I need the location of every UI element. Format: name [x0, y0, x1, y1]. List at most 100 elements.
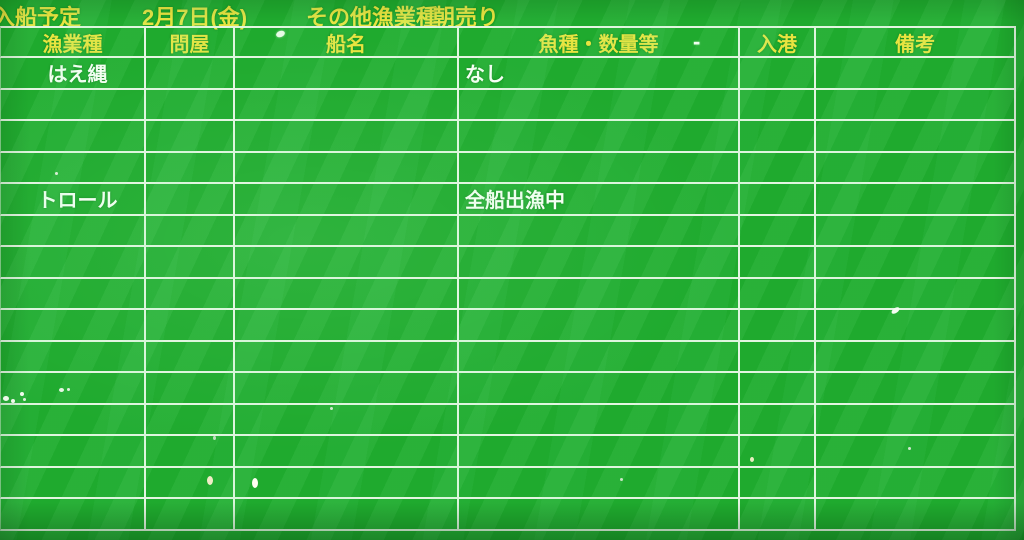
table-cell: [740, 499, 816, 531]
table-cell: [740, 436, 816, 468]
table-cell: [740, 310, 816, 342]
table-cell: [235, 499, 459, 531]
table-cell: はえ縄: [0, 58, 146, 90]
schedule-table: 漁業種 問屋 船名 魚種・数量等 入港 備考 はえ縄 なしトロール 全船出漁中: [0, 26, 1016, 531]
table-row: [0, 499, 1016, 531]
table-cell: [816, 499, 1016, 531]
table-row: [0, 215, 1016, 247]
table-cell: [740, 215, 816, 247]
table-cell: [235, 58, 459, 90]
table-cell: [146, 278, 235, 310]
table-cell: [816, 58, 1016, 90]
table-cell: [0, 310, 146, 342]
table-cell: [459, 499, 740, 531]
table-cell: [0, 341, 146, 373]
table-cell: [816, 121, 1016, 153]
table-row: [0, 467, 1016, 499]
header-cell: 問屋: [146, 26, 235, 58]
header-cell: 備考: [816, 26, 1016, 58]
table-row: [0, 341, 1016, 373]
title-bar: 入船予定 2月7日(金) その他漁業種 朝売り: [0, 0, 1024, 30]
table-cell: [146, 467, 235, 499]
table-cell: [146, 58, 235, 90]
table-cell: [816, 247, 1016, 279]
table-cell: なし: [459, 58, 740, 90]
fishery-category-label: その他漁業種: [306, 5, 439, 30]
table-row: [0, 121, 1016, 153]
table-cell: [740, 152, 816, 184]
table-cell: [146, 373, 235, 405]
table-cell: [740, 278, 816, 310]
table-cell: [235, 121, 459, 153]
table-cell: [816, 184, 1016, 216]
table-cell: [0, 278, 146, 310]
table-cell: [235, 184, 459, 216]
table-cell: [459, 341, 740, 373]
table-cell: [740, 121, 816, 153]
table-cell: [146, 404, 235, 436]
table-cell: [740, 58, 816, 90]
table-cell: [146, 184, 235, 216]
table-row: [0, 247, 1016, 279]
table-row: [0, 373, 1016, 405]
table-cell: [146, 436, 235, 468]
table-cell: [235, 247, 459, 279]
table-cell: 全船出漁中: [459, 184, 740, 216]
table-row: [0, 404, 1016, 436]
table-cell: [235, 152, 459, 184]
table-cell: [235, 373, 459, 405]
table-cell: [0, 247, 146, 279]
table-cell: [459, 373, 740, 405]
table-cell: [0, 121, 146, 153]
table-cell: [235, 89, 459, 121]
table-cell: [459, 467, 740, 499]
table-cell: [146, 215, 235, 247]
table-cell: [740, 404, 816, 436]
table-row: [0, 310, 1016, 342]
table-cell: [459, 121, 740, 153]
sale-type-label: 朝売り: [433, 5, 500, 30]
table-cell: [235, 467, 459, 499]
header-dash-artifact: -: [693, 29, 701, 54]
table-cell: [0, 152, 146, 184]
table-cell: [0, 215, 146, 247]
date-label: 2月7日(金): [142, 5, 248, 30]
header-row: 漁業種 問屋 船名 魚種・数量等 入港 備考: [0, 26, 1016, 58]
table-cell: [235, 215, 459, 247]
table-cell: [235, 278, 459, 310]
table-cell: [235, 404, 459, 436]
table-cell: [0, 467, 146, 499]
table-cell: [816, 373, 1016, 405]
table-cell: [235, 341, 459, 373]
table-cell: [459, 404, 740, 436]
table-cell: [740, 467, 816, 499]
table-cell: [146, 499, 235, 531]
table-cell: [235, 436, 459, 468]
table-row: トロール 全船出漁中: [0, 184, 1016, 216]
table-cell: [816, 341, 1016, 373]
table-cell: [816, 215, 1016, 247]
header-cell: 船名: [235, 26, 459, 58]
table-cell: [146, 341, 235, 373]
table-cell: [740, 341, 816, 373]
table-cell: [0, 404, 146, 436]
table-row: [0, 278, 1016, 310]
table-cell: [0, 499, 146, 531]
table-cell: トロール: [0, 184, 146, 216]
table-cell: [816, 152, 1016, 184]
schedule-title: 入船予定: [0, 5, 82, 30]
table-cell: [146, 152, 235, 184]
table-cell: [0, 436, 146, 468]
table-cell: [146, 247, 235, 279]
table-cell: [816, 404, 1016, 436]
table-cell: [816, 310, 1016, 342]
table-cell: [146, 310, 235, 342]
table-cell: [816, 436, 1016, 468]
table-cell: [740, 373, 816, 405]
header-cell: 漁業種: [0, 26, 146, 58]
table-cell: [816, 278, 1016, 310]
table-cell: [459, 310, 740, 342]
table-cell: [816, 467, 1016, 499]
table-cell: [235, 310, 459, 342]
